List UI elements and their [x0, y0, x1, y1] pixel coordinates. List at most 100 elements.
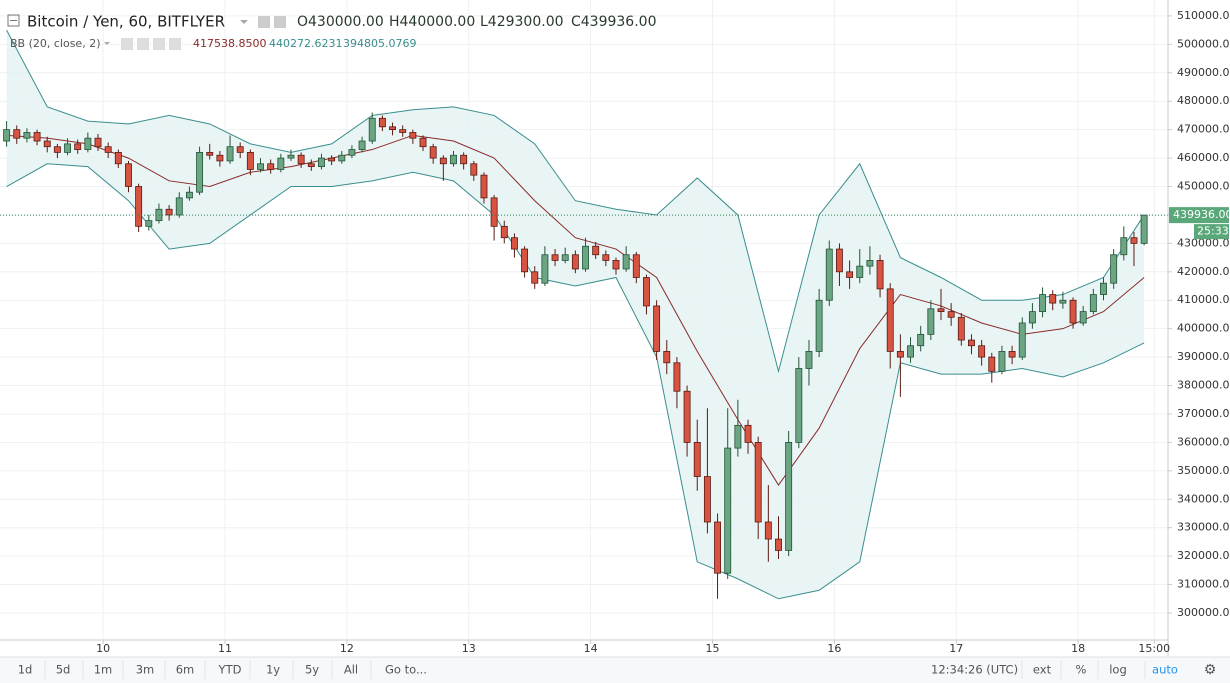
- candle-body: [1130, 237, 1138, 244]
- settings-icon[interactable]: [258, 16, 270, 28]
- candle-body: [775, 538, 782, 551]
- candle-body: [318, 157, 325, 168]
- range-button[interactable]: 5d: [56, 663, 71, 677]
- candle-body: [358, 140, 366, 150]
- goto-button[interactable]: Go to...: [385, 663, 427, 677]
- dropdown-icon[interactable]: [240, 20, 248, 24]
- candle-body: [185, 191, 193, 199]
- candle-body: [795, 368, 803, 443]
- candle-body: [1018, 322, 1026, 358]
- y-tick-label: 400000.00: [1177, 322, 1230, 335]
- indicator-icon[interactable]: [169, 38, 181, 50]
- range-button[interactable]: 6m: [176, 663, 195, 677]
- candle-body: [287, 154, 295, 159]
- ohlc-readout: H440000.00: [389, 14, 475, 30]
- countdown-bg: [1194, 224, 1229, 240]
- range-button[interactable]: 1y: [266, 663, 280, 677]
- candle-body: [348, 149, 356, 156]
- ohlc-readout: O430000.00: [297, 14, 384, 30]
- candle-body: [368, 117, 376, 142]
- ohlc-readout: L429300.00: [480, 14, 564, 30]
- candle-body: [856, 265, 864, 278]
- dropdown-icon[interactable]: [104, 42, 110, 45]
- candle-body: [206, 151, 214, 156]
- option-button[interactable]: %: [1076, 663, 1087, 677]
- x-tick-label: 15:00: [1138, 642, 1170, 655]
- candle-body: [1120, 237, 1128, 256]
- candle-body: [653, 305, 661, 352]
- x-tick-label: 17: [949, 642, 963, 655]
- option-button[interactable]: ext: [1033, 663, 1052, 677]
- price-tag-bg: [1169, 207, 1229, 224]
- clock: 12:34:26 (UTC): [931, 663, 1018, 677]
- candle-body: [876, 260, 884, 290]
- settings-icon[interactable]: [274, 16, 286, 28]
- x-tick-label: 11: [218, 642, 232, 655]
- range-button[interactable]: 1d: [18, 663, 33, 677]
- candle-body: [734, 424, 742, 449]
- candle-body: [409, 132, 417, 139]
- candle-body: [1059, 299, 1067, 304]
- y-tick-label: 410000.00: [1177, 293, 1230, 306]
- option-button[interactable]: log: [1109, 663, 1127, 677]
- indicator-icon[interactable]: [153, 38, 165, 50]
- candle-body: [399, 129, 407, 133]
- candle-body: [846, 271, 854, 278]
- candle-body: [64, 143, 71, 153]
- range-button[interactable]: 1m: [94, 663, 113, 677]
- option-button[interactable]: auto: [1152, 663, 1178, 677]
- candle-body: [561, 254, 569, 261]
- candle-body: [500, 225, 508, 239]
- candle-body: [3, 129, 11, 142]
- indicator-readout: 440272.6231: [269, 37, 342, 50]
- candle-body: [937, 308, 945, 313]
- candle-body: [450, 154, 457, 165]
- y-tick-label: 310000.00: [1177, 578, 1230, 591]
- candle-body: [663, 351, 671, 364]
- candle-body: [460, 154, 468, 165]
- candle-body: [328, 157, 336, 162]
- range-button[interactable]: 5y: [305, 663, 319, 677]
- band-upper: [6, 29, 1145, 374]
- candle-body: [947, 311, 955, 318]
- candle-body: [1100, 282, 1107, 295]
- axes: 300000.00 310000.00 320000.00 330000.00 3400…: [96, 9, 1230, 655]
- range-button[interactable]: All: [344, 663, 358, 677]
- candle-body: [531, 271, 539, 284]
- candles: [0, 112, 1168, 599]
- candle-body: [825, 248, 833, 301]
- y-tick-label: 330000.00: [1177, 521, 1230, 534]
- candle-body: [175, 197, 183, 216]
- candle-body: [582, 245, 589, 270]
- y-tick-label: 430000.00: [1177, 236, 1230, 249]
- candle-body: [470, 163, 478, 176]
- price-tag: 439936.00: [1173, 208, 1230, 221]
- range-button[interactable]: YTD: [218, 663, 242, 677]
- indicator-icon[interactable]: [121, 38, 133, 50]
- collapse-icon[interactable]: [7, 14, 20, 27]
- candle-body: [236, 146, 244, 153]
- candle-body: [114, 151, 122, 165]
- candle-body: [165, 208, 173, 216]
- candle-body: [490, 197, 498, 227]
- indicator-icon[interactable]: [137, 38, 149, 50]
- candle-body: [1079, 311, 1087, 324]
- y-tick-label: 490000.00: [1177, 66, 1230, 79]
- settings-gear[interactable]: ⚙: [1204, 662, 1217, 678]
- candle-body: [155, 208, 163, 222]
- y-tick-label: 300000.00: [1177, 606, 1230, 619]
- candle-body: [835, 248, 843, 273]
- candle-body: [216, 154, 224, 162]
- x-tick-label: 10: [96, 642, 110, 655]
- candle-body: [145, 220, 153, 227]
- candle-body: [43, 140, 51, 148]
- candle-body: [521, 248, 529, 273]
- range-button[interactable]: 3m: [136, 663, 155, 677]
- indicator-readout: 417538.8500: [193, 37, 266, 50]
- candle-body: [74, 143, 82, 150]
- indicator-readout: 394805.0769: [343, 37, 416, 50]
- y-tick-label: 390000.00: [1177, 350, 1230, 363]
- candle-body: [429, 146, 437, 159]
- candle-body: [866, 260, 874, 267]
